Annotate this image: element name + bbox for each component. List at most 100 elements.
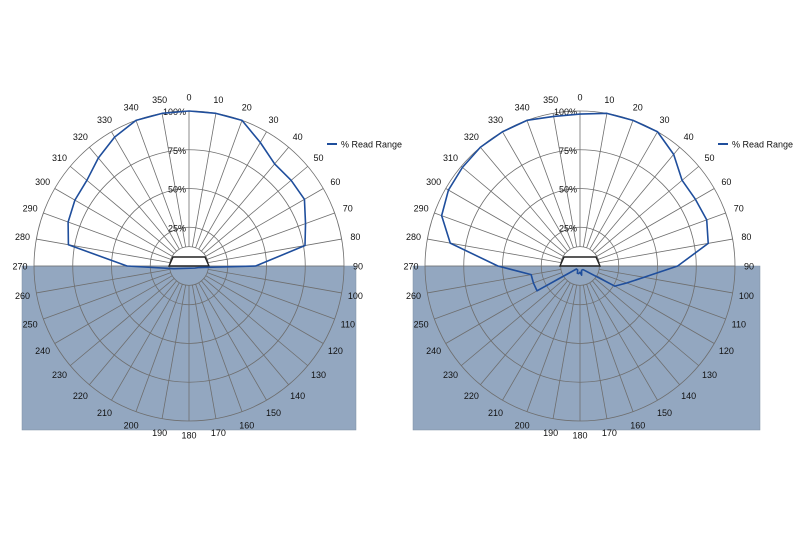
grid-spoke [526, 284, 574, 412]
angle-tick-label: 200 [515, 420, 530, 430]
grid-spoke [89, 280, 177, 385]
grid-spoke [195, 284, 243, 412]
angle-tick-label: 340 [515, 103, 530, 113]
grid-spoke [594, 166, 699, 254]
angle-tick-label: 110 [732, 319, 746, 329]
angle-tick-label: 10 [213, 95, 223, 105]
grid-spoke [427, 268, 561, 294]
grid-spoke [111, 282, 180, 401]
angle-tick-label: 240 [35, 346, 50, 356]
angle-tick-label: 100 [739, 291, 754, 301]
angle-tick-label: 330 [97, 115, 112, 125]
angle-tick-label: 90 [353, 262, 363, 272]
grid-spoke [480, 280, 568, 385]
radial-tick-label: 75% [168, 146, 186, 156]
angle-tick-label: 40 [684, 132, 694, 142]
grid-spoke [161, 113, 187, 247]
grid-spoke [191, 285, 217, 419]
angle-tick-label: 140 [290, 391, 305, 401]
radial-tick-label: 100% [554, 107, 577, 117]
grid-spoke [36, 238, 170, 264]
grid-spoke [552, 113, 578, 247]
grid-spoke [461, 166, 566, 254]
angle-tick-label: 230 [443, 370, 458, 380]
angle-tick-label: 350 [543, 95, 558, 105]
angle-tick-label: 260 [406, 291, 421, 301]
angle-tick-label: 40 [293, 132, 303, 142]
angle-tick-label: 210 [97, 408, 112, 418]
angle-tick-label: 230 [52, 370, 67, 380]
angle-tick-label: 50 [313, 153, 323, 163]
series-line [440, 112, 710, 292]
angle-tick-label: 60 [330, 177, 340, 187]
series-line [67, 110, 307, 270]
grid-spoke [205, 188, 324, 257]
angle-tick-label: 280 [406, 232, 421, 242]
angle-tick-label: 160 [239, 420, 254, 430]
grid-spoke [582, 113, 608, 247]
angle-tick-label: 100 [348, 291, 363, 301]
angle-tick-label: 250 [23, 319, 38, 329]
angle-tick-label: 210 [488, 408, 503, 418]
angle-tick-label: 10 [604, 95, 614, 105]
grid-spoke [461, 278, 566, 366]
grid-spoke [599, 268, 733, 294]
angle-tick-label: 70 [343, 204, 353, 214]
grid-spoke [208, 238, 342, 264]
angle-tick-label: 160 [630, 420, 645, 430]
angle-tick-label: 300 [35, 177, 50, 187]
angle-tick-label: 290 [414, 204, 429, 214]
angle-tick-label: 20 [633, 103, 643, 113]
angle-tick-label: 60 [721, 177, 731, 187]
grid-spoke [586, 120, 634, 248]
grid-spoke [36, 268, 170, 294]
angle-tick-label: 310 [52, 153, 67, 163]
angle-tick-label: 30 [659, 115, 669, 125]
grid-spoke [89, 147, 177, 252]
polar-chart-2: 0 10 20 30 40 50 60 70 80 90 100 110 120 130 140 150 160… [403, 93, 793, 441]
grid-spoke [203, 278, 308, 366]
angle-tick-label: 30 [268, 115, 278, 125]
grid-spoke [161, 285, 187, 419]
angle-tick-label: 270 [403, 262, 418, 272]
angle-tick-label: 190 [152, 428, 167, 438]
grid-spoke [427, 238, 561, 264]
grid-spoke [135, 120, 183, 248]
angle-tick-label: 270 [12, 262, 27, 272]
grid-spoke [111, 131, 180, 250]
grid-spoke [598, 272, 726, 320]
angle-tick-label: 320 [73, 132, 88, 142]
grid-spoke [135, 284, 183, 412]
grid-spoke [592, 147, 680, 252]
angle-tick-label: 180 [181, 431, 196, 441]
angle-tick-label: 340 [124, 103, 139, 113]
angle-tick-label: 290 [23, 204, 38, 214]
angle-tick-label: 90 [744, 262, 754, 272]
grid-spoke [592, 280, 680, 385]
grid-spoke [198, 131, 267, 250]
grid-spoke [198, 282, 267, 401]
grid-spoke [586, 284, 634, 412]
angle-tick-label: 170 [211, 428, 226, 438]
angle-tick-label: 310 [443, 153, 458, 163]
grid-spoke [596, 275, 715, 344]
tag-icon [167, 256, 211, 267]
radial-tick-label: 25% [559, 223, 577, 233]
grid-spoke [43, 212, 171, 260]
grid-spoke [526, 120, 574, 248]
angle-tick-label: 80 [741, 232, 751, 242]
grid-spoke [502, 282, 571, 401]
grid-spoke [207, 272, 335, 320]
angle-tick-label: 70 [734, 204, 744, 214]
legend-label: % Read Range [341, 140, 402, 150]
grid-spoke [205, 275, 324, 344]
grid-spoke [589, 131, 658, 250]
grid-spoke [598, 212, 726, 260]
angle-tick-label: 0 [577, 93, 582, 103]
polar-chart-1: 0 10 20 30 40 50 60 70 80 90 100 110 120 130 140 150 160… [12, 93, 402, 441]
grid-spoke [195, 120, 243, 248]
angle-tick-label: 130 [702, 370, 717, 380]
angle-tick-label: 240 [426, 346, 441, 356]
angle-tick-label: 220 [73, 391, 88, 401]
